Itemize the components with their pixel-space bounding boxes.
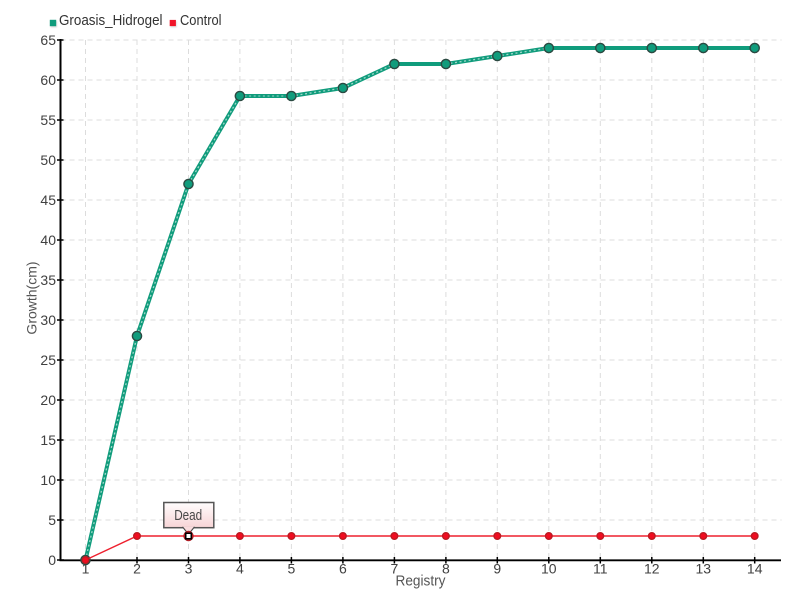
svg-text:2: 2 [133, 561, 141, 577]
svg-text:0: 0 [48, 552, 56, 568]
svg-text:14: 14 [747, 561, 763, 577]
svg-text:5: 5 [48, 512, 56, 528]
svg-text:6: 6 [339, 561, 347, 577]
svg-text:11: 11 [593, 561, 608, 577]
svg-text:35: 35 [40, 272, 56, 288]
svg-text:Growth(cm): Growth(cm) [24, 261, 40, 334]
svg-text:5: 5 [288, 561, 296, 577]
svg-text:13: 13 [696, 561, 712, 577]
svg-text:25: 25 [40, 352, 56, 368]
svg-text:1: 1 [82, 561, 90, 577]
svg-text:Control: Control [180, 13, 222, 29]
svg-text:9: 9 [493, 561, 501, 577]
svg-text:Registry: Registry [396, 574, 447, 590]
svg-text:10: 10 [40, 472, 56, 488]
svg-text:40: 40 [40, 232, 56, 248]
svg-text:50: 50 [40, 152, 56, 168]
svg-text:45: 45 [40, 192, 56, 208]
svg-text:Groasis_Hidrogel: Groasis_Hidrogel [59, 13, 163, 29]
svg-text:7: 7 [391, 561, 399, 577]
svg-text:4: 4 [236, 561, 244, 577]
svg-text:55: 55 [40, 112, 56, 128]
svg-text:15: 15 [40, 432, 56, 448]
svg-text:12: 12 [644, 561, 660, 577]
svg-text:10: 10 [541, 561, 557, 577]
svg-text:Dead: Dead [174, 507, 202, 524]
svg-text:3: 3 [185, 561, 193, 577]
svg-text:30: 30 [40, 312, 56, 328]
svg-text:8: 8 [442, 561, 450, 577]
svg-text:65: 65 [40, 32, 56, 48]
svg-text:20: 20 [40, 392, 56, 408]
svg-text:60: 60 [40, 72, 56, 88]
